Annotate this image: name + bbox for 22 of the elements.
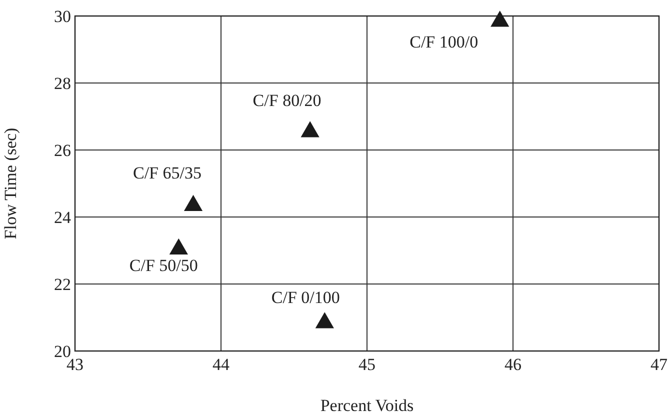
x-tick-label: 45 bbox=[358, 355, 376, 374]
point bbox=[490, 10, 510, 27]
annotation: C/F 50/50 bbox=[129, 256, 198, 276]
y-axis-title: Flow Time (sec) bbox=[1, 128, 20, 240]
x-axis-title: Percent Voids bbox=[320, 396, 414, 415]
point bbox=[169, 238, 188, 255]
x-tick-label: 44 bbox=[212, 355, 230, 374]
x-tick-label: 46 bbox=[504, 355, 522, 374]
annotation: C/F 0/100 bbox=[271, 288, 340, 307]
y-tick-label: 22 bbox=[54, 275, 71, 294]
point bbox=[300, 121, 320, 138]
y-tick-label: 30 bbox=[54, 7, 71, 26]
point bbox=[184, 194, 203, 211]
y-tick-label: 28 bbox=[54, 74, 71, 93]
annotation: C/F 80/20 bbox=[252, 90, 322, 110]
x-tick-label: 47 bbox=[650, 355, 668, 374]
annotation: C/F 100/0 bbox=[410, 32, 478, 52]
y-tick-label: 24 bbox=[54, 208, 72, 227]
y-tick-label: 20 bbox=[54, 342, 71, 361]
point bbox=[315, 312, 334, 328]
annotation: C/F 65/35 bbox=[133, 164, 202, 183]
y-tick-label: 26 bbox=[54, 141, 71, 160]
